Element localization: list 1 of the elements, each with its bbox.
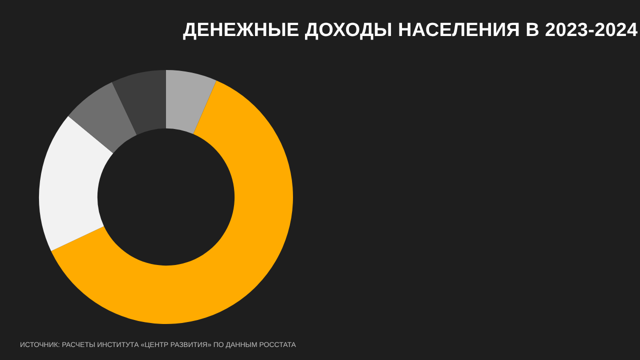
text: ДЕНЕЖНЫЕ ДОХОДЫ НАСЕЛЕНИЯ В 2023-2024 [183,20,638,42]
